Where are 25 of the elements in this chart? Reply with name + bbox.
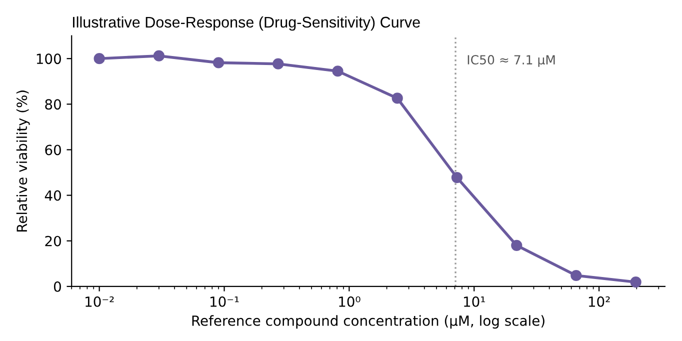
x-tick-label: 10⁰	[339, 296, 360, 307]
point	[153, 50, 164, 62]
point	[630, 276, 642, 288]
chart-title: Illustrative Dose-Response (Drug-Sensitivity) Curve	[73, 16, 420, 31]
y-tick-label: 60	[45, 144, 61, 156]
point	[570, 270, 582, 282]
point	[451, 172, 463, 184]
x-tick-label: 10¹	[464, 296, 485, 307]
y-tick-label: 80	[45, 99, 61, 110]
x-tick-label: 10²	[588, 296, 610, 307]
ref-line-label: IC50 ≈ 7.1 µM	[468, 55, 555, 67]
point	[332, 66, 344, 77]
x-tick-label: 10⁻²	[86, 296, 114, 307]
y-tick-label: 40	[44, 190, 61, 201]
point	[212, 57, 224, 68]
point	[272, 58, 284, 70]
y-tick-label: 100	[36, 54, 61, 64]
x-tick-label: 10⁻¹	[210, 296, 239, 307]
y-axis-title: Relative viability (%)	[16, 90, 30, 232]
point	[392, 92, 403, 104]
point	[94, 53, 105, 64]
x-axis-title: Reference compound concentration (µM, log scale)	[192, 315, 544, 329]
point	[511, 240, 522, 251]
y-tick-label: 0	[54, 281, 61, 292]
y-tick-label: 20	[45, 236, 61, 246]
